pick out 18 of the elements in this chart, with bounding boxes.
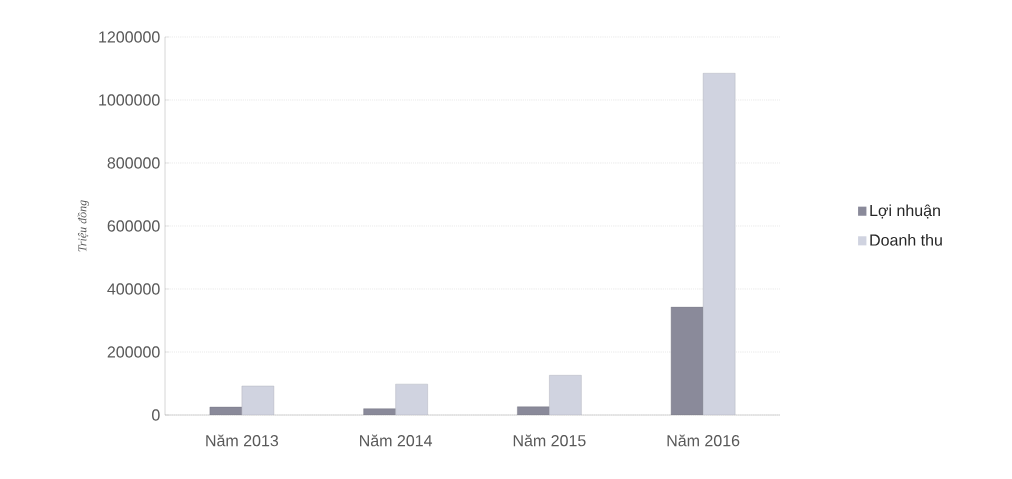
y-tick-label: 400000 [107, 283, 160, 295]
legend-label: Doanh thu [870, 234, 942, 246]
y-tick-label: 1000000 [99, 94, 160, 106]
bar [209, 406, 243, 415]
y-tick-label: 200000 [107, 346, 160, 358]
x-tick-label: Năm 2014 [360, 434, 433, 447]
x-tick-label: Năm 2016 [667, 434, 740, 447]
bar [517, 406, 550, 415]
bar [363, 408, 396, 415]
y-tick-label: 800000 [107, 157, 160, 169]
x-tick-label: Năm 2015 [513, 434, 586, 447]
legend-label: Lợi nhuận [870, 204, 940, 219]
y-tick-label: 1200000 [99, 31, 160, 43]
y-tick-label: 600000 [107, 220, 160, 232]
y-tick-label: 0 [152, 409, 160, 421]
y-axis-title: Triệu đồng [77, 200, 89, 252]
bar [670, 306, 704, 415]
x-tick-label: Năm 2013 [206, 434, 279, 447]
